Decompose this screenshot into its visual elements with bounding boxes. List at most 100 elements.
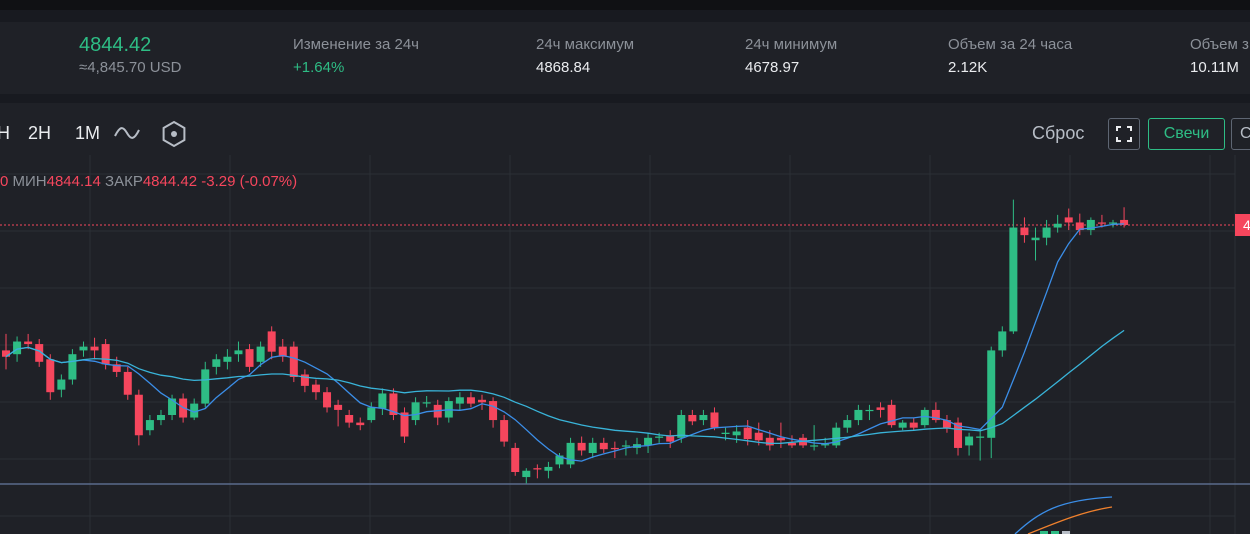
candle-body: [743, 427, 752, 440]
indicator-line-slow: [1027, 506, 1113, 534]
candle-body: [621, 445, 630, 447]
candle-body: [422, 402, 431, 404]
ohlc-legend: 0 МИН4844.14 ЗАКР4844.42 -3.29 (-0.07%): [0, 173, 297, 190]
change-24h-label: Изменение за 24ч: [293, 36, 419, 53]
ohlc-close-value: 4844.42: [142, 173, 198, 190]
candle-body: [245, 349, 254, 367]
candle-body: [1075, 222, 1084, 231]
high-24h-value: 4868.84: [536, 59, 591, 76]
candle-body: [267, 331, 276, 352]
fullscreen-button[interactable]: [1108, 118, 1140, 150]
candle-body: [455, 397, 464, 404]
candle-body: [566, 442, 575, 465]
candle-body: [898, 422, 907, 428]
candle-body: [79, 346, 88, 351]
candle-body: [688, 415, 697, 422]
candle-body: [1031, 237, 1040, 241]
candle-body: [965, 436, 974, 446]
candle-body: [289, 346, 298, 377]
indicator-histogram-bar: [1040, 531, 1048, 534]
candle-body: [909, 422, 918, 428]
candle-body: [123, 371, 132, 395]
change-24h-value: +1.64%: [293, 59, 345, 76]
candle-body: [655, 436, 664, 438]
candle-body: [699, 415, 708, 421]
candle-body: [1020, 227, 1029, 236]
candle-body: [610, 447, 619, 450]
candle-body: [190, 403, 199, 418]
candle-body: [765, 437, 774, 446]
candle-body: [489, 401, 498, 421]
volume-24h-value: 2.12K: [948, 59, 988, 76]
candle-body: [732, 431, 741, 436]
fullscreen-icon: [1116, 126, 1132, 142]
indicator-histogram-bar: [1051, 531, 1059, 534]
candle-body: [46, 359, 55, 393]
candle-body: [389, 393, 398, 415]
volume-quote-24h: Объем з 10.11M: [1190, 36, 1249, 76]
candle-body: [810, 445, 819, 447]
candle-body: [1053, 223, 1062, 228]
candle-body: [787, 442, 796, 446]
candle-body: [278, 346, 287, 357]
candle-body: [300, 374, 309, 386]
candle-body: [145, 420, 154, 431]
candle-body: [1097, 222, 1106, 224]
high-24h: 24ч максимум 4868.84: [536, 36, 634, 76]
candle-body: [400, 412, 409, 437]
candle-body: [112, 364, 121, 372]
candle-body: [378, 393, 387, 409]
last-price: 4844.42: [79, 34, 152, 56]
line-chart-icon[interactable]: [113, 122, 141, 149]
ma-slow-line: [5, 329, 1125, 445]
candle-body: [931, 409, 940, 421]
candle-body: [533, 468, 542, 470]
candle-body: [90, 346, 99, 351]
candle-body: [334, 404, 343, 410]
candle-body: [35, 344, 44, 362]
candles-button[interactable]: Свечи: [1148, 118, 1225, 150]
last-price-tag-label: 4: [1243, 217, 1250, 233]
candle-body: [57, 379, 66, 390]
candle-body: [954, 422, 963, 448]
candle-body: [1120, 219, 1129, 225]
timeframe-h[interactable]: H: [0, 123, 10, 143]
candle-body: [854, 409, 863, 421]
candle-body: [478, 399, 487, 403]
candle-body: [721, 432, 730, 434]
ohlc-close-key: ЗАКР: [105, 173, 143, 190]
reset-button[interactable]: Сброс: [1032, 123, 1085, 143]
candlestick-chart[interactable]: 4: [0, 103, 1250, 534]
indicator-line-fast: [1014, 496, 1113, 534]
candle-body: [1086, 219, 1095, 231]
ticker-stats-bar: 4844.42 ≈4,845.70 USD Изменение за 24ч +…: [0, 22, 1250, 94]
candle-body: [544, 466, 553, 471]
last-price-usd: ≈4,845.70 USD: [79, 59, 182, 76]
candle-body: [156, 415, 165, 421]
candle-body: [500, 420, 509, 442]
hexagon-settings-icon[interactable]: [160, 120, 188, 153]
timeframe-1m[interactable]: 1M: [75, 123, 101, 143]
timeframe-2h[interactable]: 2H: [28, 123, 52, 143]
high-24h-label: 24ч максимум: [536, 36, 635, 53]
ohlc-low-value: 4844.14: [46, 173, 101, 190]
ohlc-low-key: МИН: [12, 173, 47, 190]
candle-body: [367, 407, 376, 421]
candle-body: [1042, 227, 1051, 238]
candle-body: [776, 437, 785, 441]
candle-body: [577, 442, 586, 451]
candle-body: [168, 398, 177, 415]
candle-body: [555, 455, 564, 465]
candle-body: [234, 350, 243, 355]
candle-body: [345, 415, 354, 423]
candle-body: [134, 394, 143, 436]
last-price-tag: [1235, 214, 1250, 236]
chart-type-button[interactable]: С: [1231, 118, 1250, 150]
candle-body: [666, 435, 675, 442]
candle-body: [223, 356, 232, 362]
candle-body: [356, 422, 365, 426]
candle-body: [876, 407, 885, 410]
candle-body: [1009, 227, 1018, 332]
chart-toolbar: H 2H 1M Сброс Свечи С: [0, 103, 1250, 155]
low-24h-label: 24ч минимум: [745, 36, 838, 53]
